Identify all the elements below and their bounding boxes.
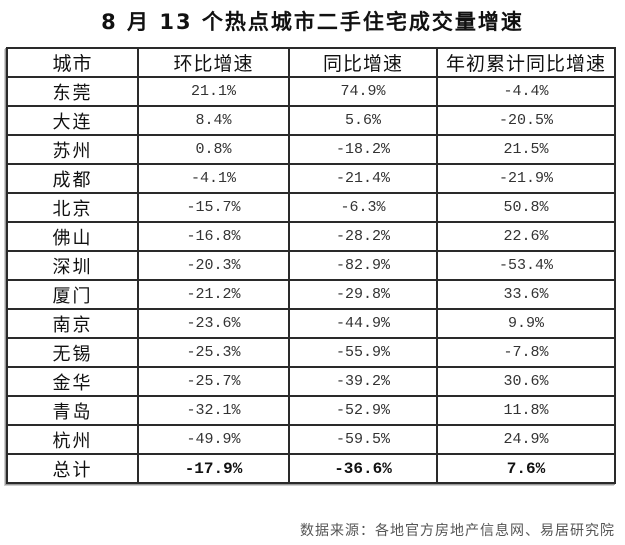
row-city: 杭州	[6, 424, 139, 455]
row-ytd: 33.6%	[436, 279, 616, 310]
row-ytd: 22.6%	[436, 221, 616, 252]
row-ytd: -7.8%	[436, 337, 616, 368]
table-title: 8 月 13 个热点城市二手住宅成交量增速	[101, 10, 524, 34]
row-yoy: -29.8%	[288, 279, 438, 310]
total-mom: -17.9%	[137, 453, 290, 484]
table-row: 东莞 21.1% 74.9% -4.4%	[6, 76, 616, 107]
table-row: 金华 -25.7% -39.2% 30.6%	[6, 366, 616, 397]
data-table-container: 城市 环比增速 同比增速 年初累计同比增速 东莞 21.1% 74.9% -4.4% 大…	[6, 47, 616, 484]
row-city: 无锡	[6, 337, 139, 368]
row-city: 青岛	[6, 395, 139, 426]
row-yoy: -21.4%	[288, 163, 438, 194]
row-city: 金华	[6, 366, 139, 397]
row-yoy: -18.2%	[288, 134, 438, 165]
row-city: 大连	[6, 105, 139, 136]
table-row: 北京 -15.7% -6.3% 50.8%	[6, 192, 616, 223]
row-ytd: 11.8%	[436, 395, 616, 426]
header-ytd: 年初累计同比增速	[436, 47, 616, 78]
row-mom: 21.1%	[137, 76, 290, 107]
row-yoy: -52.9%	[288, 395, 438, 426]
row-yoy: -59.5%	[288, 424, 438, 455]
table-row: 南京 -23.6% -44.9% 9.9%	[6, 308, 616, 339]
city-sales-growth-table: 城市 环比增速 同比增速 年初累计同比增速 东莞 21.1% 74.9% -4.4% 大…	[6, 47, 616, 484]
row-yoy: -82.9%	[288, 250, 438, 281]
row-yoy: -55.9%	[288, 337, 438, 368]
row-city: 成都	[6, 163, 139, 194]
row-city: 深圳	[6, 250, 139, 281]
table-row: 深圳 -20.3% -82.9% -53.4%	[6, 250, 616, 281]
row-ytd: 50.8%	[436, 192, 616, 223]
row-city: 南京	[6, 308, 139, 339]
row-yoy: -28.2%	[288, 221, 438, 252]
row-yoy: -6.3%	[288, 192, 438, 223]
table-row: 杭州 -49.9% -59.5% 24.9%	[6, 424, 616, 455]
row-mom: -25.7%	[137, 366, 290, 397]
row-yoy: 5.6%	[288, 105, 438, 136]
row-city: 厦门	[6, 279, 139, 310]
row-yoy: -39.2%	[288, 366, 438, 397]
total-label: 总计	[6, 453, 139, 484]
row-ytd: -4.4%	[436, 76, 616, 107]
table-row: 厦门 -21.2% -29.8% 33.6%	[6, 279, 616, 310]
row-city: 东莞	[6, 76, 139, 107]
row-mom: -23.6%	[137, 308, 290, 339]
total-yoy: -36.6%	[288, 453, 438, 484]
row-ytd: 30.6%	[436, 366, 616, 397]
row-ytd: 24.9%	[436, 424, 616, 455]
row-yoy: -44.9%	[288, 308, 438, 339]
header-mom: 环比增速	[137, 47, 290, 78]
row-mom: -25.3%	[137, 337, 290, 368]
row-mom: -49.9%	[137, 424, 290, 455]
row-ytd: -20.5%	[436, 105, 616, 136]
row-city: 北京	[6, 192, 139, 223]
row-mom: -21.2%	[137, 279, 290, 310]
row-ytd: 9.9%	[436, 308, 616, 339]
row-ytd: 21.5%	[436, 134, 616, 165]
row-mom: 8.4%	[137, 105, 290, 136]
total-ytd: 7.6%	[436, 453, 616, 484]
header-city: 城市	[6, 47, 139, 78]
total-row: 总计 -17.9% -36.6% 7.6%	[6, 453, 616, 484]
row-ytd: -21.9%	[436, 163, 616, 194]
table-row: 成都 -4.1% -21.4% -21.9%	[6, 163, 616, 194]
row-mom: -4.1%	[137, 163, 290, 194]
table-row: 佛山 -16.8% -28.2% 22.6%	[6, 221, 616, 252]
row-ytd: -53.4%	[436, 250, 616, 281]
row-mom: 0.8%	[137, 134, 290, 165]
table-row: 青岛 -32.1% -52.9% 11.8%	[6, 395, 616, 426]
row-city: 苏州	[6, 134, 139, 165]
table-row: 苏州 0.8% -18.2% 21.5%	[6, 134, 616, 165]
table-body: 东莞 21.1% 74.9% -4.4% 大连 8.4% 5.6% -20.5% 苏州 0.8% -…	[6, 76, 616, 484]
row-yoy: 74.9%	[288, 76, 438, 107]
row-mom: -20.3%	[137, 250, 290, 281]
data-source-note: 数据来源：各地官方房地产信息网、易居研究院	[300, 523, 615, 539]
row-mom: -15.7%	[137, 192, 290, 223]
table-row: 大连 8.4% 5.6% -20.5%	[6, 105, 616, 136]
header-row: 城市 环比增速 同比增速 年初累计同比增速	[6, 47, 616, 78]
row-city: 佛山	[6, 221, 139, 252]
row-mom: -32.1%	[137, 395, 290, 426]
table-row: 无锡 -25.3% -55.9% -7.8%	[6, 337, 616, 368]
row-mom: -16.8%	[137, 221, 290, 252]
header-yoy: 同比增速	[288, 47, 438, 78]
